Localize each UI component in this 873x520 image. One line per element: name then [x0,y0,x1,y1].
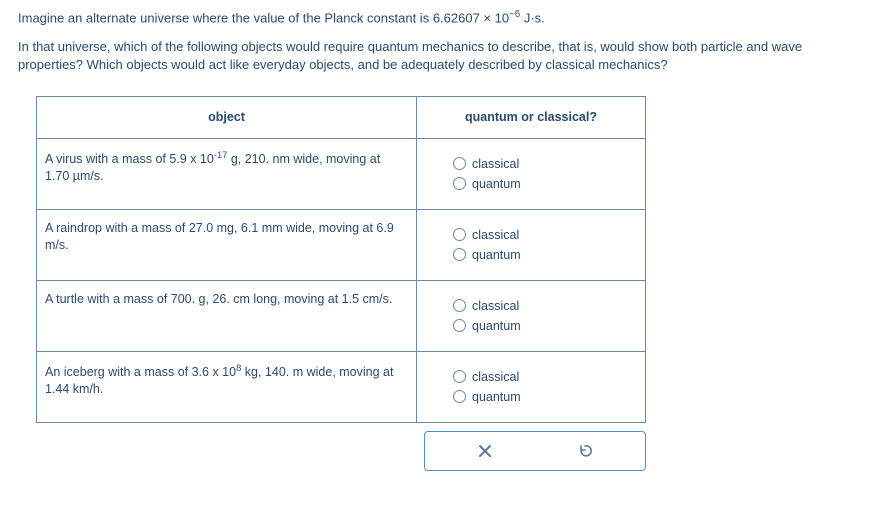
object-cell: A turtle with a mass of 700. g, 26. cm l… [37,280,417,351]
opt-label: classical [472,299,519,313]
planck-value: 6.62607 × 10 [433,10,509,25]
opt-label: quantum [472,319,521,333]
q-line2: In that universe, which of the following… [18,38,855,74]
radio-icon [453,299,466,312]
q-line1-pre: Imagine an alternate universe where the … [18,10,433,25]
opt-label: quantum [472,177,521,191]
option-quantum[interactable]: quantum [453,248,637,262]
radio-icon [453,248,466,261]
radio-icon [453,177,466,190]
table-row: A turtle with a mass of 700. g, 26. cm l… [37,280,646,351]
option-quantum[interactable]: quantum [453,319,637,333]
radio-icon [453,390,466,403]
choice-cell: classical quantum [417,138,646,209]
opt-label: classical [472,228,519,242]
option-quantum[interactable]: quantum [453,177,637,191]
planck-exp: −6 [509,9,520,20]
clear-button[interactable] [474,440,496,462]
option-classical[interactable]: classical [453,228,637,242]
object-cell: An iceberg with a mass of 3.6 x 108 kg, … [37,351,417,422]
object-cell: A raindrop with a mass of 27.0 mg, 6.1 m… [37,209,417,280]
table-row: A virus with a mass of 5.9 x 10-17 g, 21… [37,138,646,209]
question-text: Imagine an alternate universe where the … [18,8,855,74]
planck-unit: J·s. [520,10,545,25]
object-cell: A virus with a mass of 5.9 x 10-17 g, 21… [37,138,417,209]
table-header-row: object quantum or classical? [37,96,646,138]
opt-label: classical [472,157,519,171]
choice-cell: classical quantum [417,351,646,422]
radio-icon [453,157,466,170]
option-classical[interactable]: classical [453,370,637,384]
table-row: An iceberg with a mass of 3.6 x 108 kg, … [37,351,646,422]
header-qc: quantum or classical? [417,96,646,138]
radio-icon [453,228,466,241]
table-row: A raindrop with a mass of 27.0 mg, 6.1 m… [37,209,646,280]
objects-table: object quantum or classical? A virus wit… [36,96,646,423]
option-classical[interactable]: classical [453,299,637,313]
x-icon [477,443,493,459]
opt-label: quantum [472,390,521,404]
radio-icon [453,370,466,383]
header-object: object [37,96,417,138]
answer-toolbar [424,431,646,471]
option-classical[interactable]: classical [453,157,637,171]
reset-button[interactable] [574,440,596,462]
choice-cell: classical quantum [417,280,646,351]
opt-label: quantum [472,248,521,262]
option-quantum[interactable]: quantum [453,390,637,404]
radio-icon [453,319,466,332]
opt-label: classical [472,370,519,384]
choice-cell: classical quantum [417,209,646,280]
undo-icon [577,443,593,459]
